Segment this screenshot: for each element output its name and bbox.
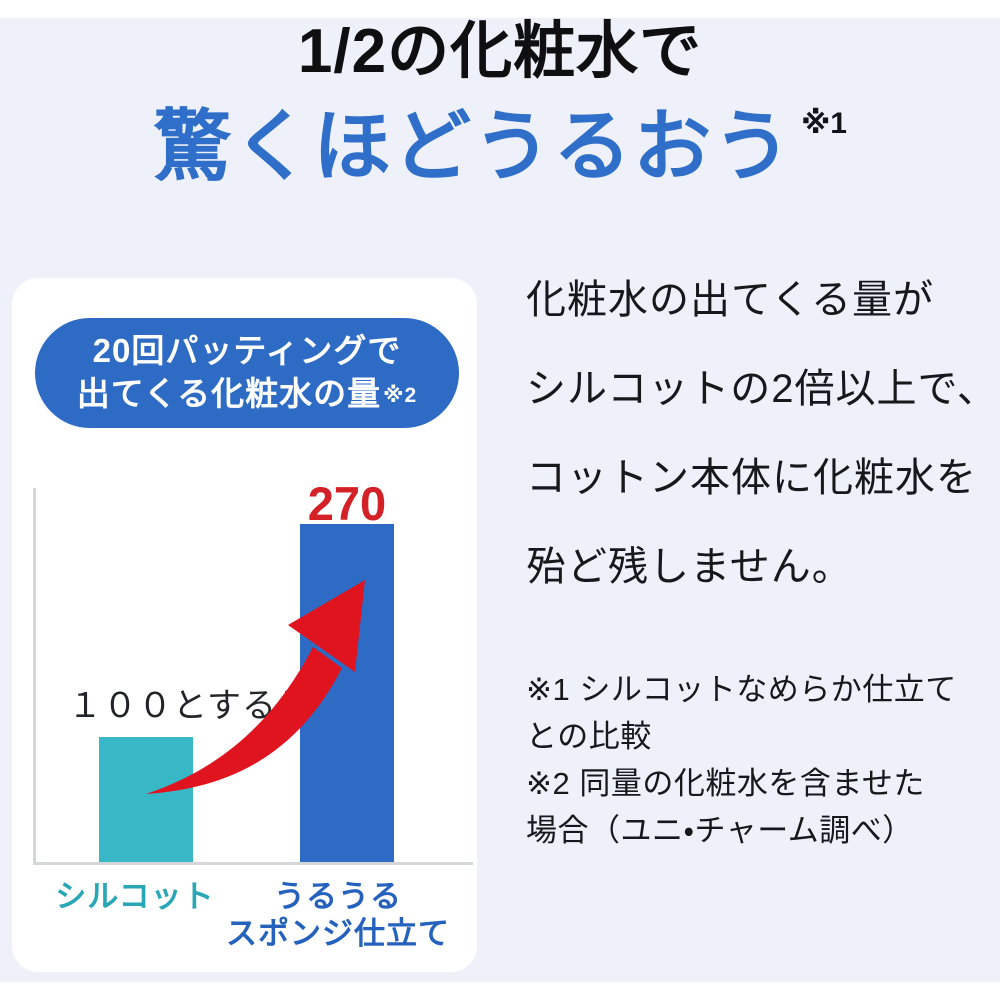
chart-title-badge: 20回パッティングで 出てくる化粧水の量※2 <box>35 318 459 428</box>
badge-line2: 出てくる化粧水の量※2 <box>76 375 418 412</box>
bar-value-label: 270 <box>307 477 387 530</box>
badge-line1: 20回パッティングで <box>92 332 402 370</box>
description-line: シルコットの2倍以上で、 <box>526 367 998 411</box>
growth-arrow-icon <box>146 580 365 794</box>
category-label-silcot: シルコット <box>55 879 215 914</box>
headline-note-ref: ※1 <box>801 107 847 140</box>
footnote-line: 場合（ユニ・チャーム調べ） <box>526 813 914 848</box>
footnotes: ※1 シルコットなめらか仕立て との比較 ※2 同量の化粧水を含ませた 場合（ユ… <box>526 666 996 854</box>
headline-line1: 1/2の化粧水で <box>297 17 703 86</box>
description-line: 化粧水の出てくる量が <box>526 278 934 322</box>
headline-line2-text: 驚くほどうるおう <box>153 102 794 190</box>
badge-note-ref: ※2 <box>383 384 418 407</box>
y-axis-line <box>33 488 36 865</box>
chart-card: 20回パッティングで 出てくる化粧水の量※2 １００とすると 270 シルコット… <box>12 278 477 972</box>
bar-silcot <box>99 737 193 862</box>
category-label-ururu-sponge: うるうる スポンジ仕立て <box>226 879 450 952</box>
headline-line2: 驚くほどうるおう ※1 <box>0 100 1000 194</box>
x-axis-line <box>33 862 473 865</box>
description-line: 殆ど残しません。 <box>526 545 853 589</box>
description-line: コットン本体に化粧水を <box>526 456 977 500</box>
description-text: 化粧水の出てくる量が シルコットの2倍以上で、 コットン本体に化粧水を 殆ど残し… <box>526 256 998 612</box>
footnote-line: との比較 <box>526 719 652 754</box>
footnote-line: ※1 シルコットなめらか仕立て <box>526 672 957 707</box>
footnote-line: ※2 同量の化粧水を含ませた <box>526 766 925 801</box>
